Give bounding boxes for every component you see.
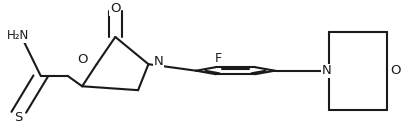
Text: H₂N: H₂N — [7, 29, 29, 42]
Text: N: N — [322, 64, 332, 77]
Text: N: N — [154, 55, 163, 68]
Text: S: S — [15, 111, 23, 124]
Text: O: O — [77, 52, 88, 65]
Text: O: O — [390, 64, 401, 77]
Text: O: O — [110, 2, 121, 15]
Text: F: F — [214, 52, 221, 65]
